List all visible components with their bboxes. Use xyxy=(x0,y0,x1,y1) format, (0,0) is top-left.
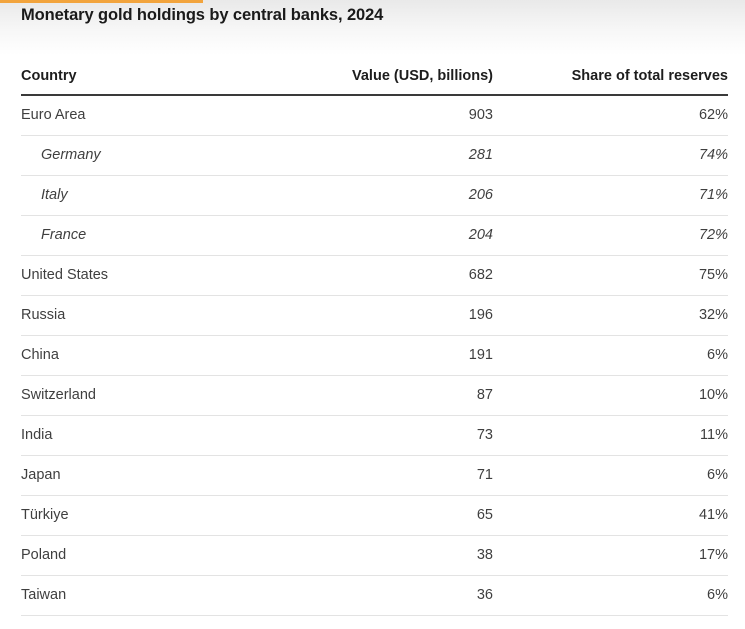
table-row: Poland 38 17% xyxy=(21,535,728,576)
table-row: Euro Area 903 62% xyxy=(21,95,728,136)
value-cell: 38 xyxy=(351,535,493,576)
value-cell: 191 xyxy=(351,335,493,376)
country-cell: Italy xyxy=(21,175,351,216)
table-row: Japan 71 6% xyxy=(21,455,728,496)
country-cell: Euro Area xyxy=(21,95,351,136)
share-cell: 41% xyxy=(493,495,728,536)
table-row: United States 682 75% xyxy=(21,255,728,296)
country-cell: India xyxy=(21,415,351,456)
table-container: Monetary gold holdings by central banks,… xyxy=(21,6,728,616)
table-body: Euro Area 903 62% Germany 281 74% Italy 206 71% F… xyxy=(21,95,728,616)
value-cell: 204 xyxy=(351,215,493,256)
country-cell: United States xyxy=(21,255,351,296)
table-row: Türkiye 65 41% xyxy=(21,495,728,536)
table-row: India 73 11% xyxy=(21,415,728,456)
country-cell: Japan xyxy=(21,455,351,496)
value-cell: 196 xyxy=(351,295,493,336)
table-header-row: Country Value (USD, billions) Share of t… xyxy=(21,68,728,96)
value-cell: 73 xyxy=(351,415,493,456)
column-header-value: Value (USD, billions) xyxy=(351,68,493,96)
accent-bar xyxy=(0,0,203,3)
share-cell: 32% xyxy=(493,295,728,336)
country-cell: Taiwan xyxy=(21,575,351,616)
table-row-sub: Germany 281 74% xyxy=(21,135,728,176)
value-cell: 71 xyxy=(351,455,493,496)
column-header-country: Country xyxy=(21,68,351,96)
share-cell: 17% xyxy=(493,535,728,576)
table-row-sub: Italy 206 71% xyxy=(21,175,728,216)
country-cell: Poland xyxy=(21,535,351,576)
share-cell: 11% xyxy=(493,415,728,456)
share-cell: 71% xyxy=(493,175,728,216)
table-row: Russia 196 32% xyxy=(21,295,728,336)
table-row-sub: France 204 72% xyxy=(21,215,728,256)
share-cell: 72% xyxy=(493,215,728,256)
share-cell: 6% xyxy=(493,575,728,616)
column-header-share: Share of total reserves xyxy=(493,68,728,96)
country-cell: China xyxy=(21,335,351,376)
table-row: China 191 6% xyxy=(21,335,728,376)
table-header: Country Value (USD, billions) Share of t… xyxy=(21,68,728,96)
value-cell: 903 xyxy=(351,95,493,136)
country-cell: France xyxy=(21,215,351,256)
value-cell: 87 xyxy=(351,375,493,416)
value-cell: 36 xyxy=(351,575,493,616)
page-title: Monetary gold holdings by central banks,… xyxy=(21,6,384,24)
share-cell: 6% xyxy=(493,455,728,496)
gold-holdings-table: Country Value (USD, billions) Share of t… xyxy=(21,68,728,616)
country-cell: Switzerland xyxy=(21,375,351,416)
value-cell: 682 xyxy=(351,255,493,296)
share-cell: 74% xyxy=(493,135,728,176)
country-cell: Germany xyxy=(21,135,351,176)
share-cell: 62% xyxy=(493,95,728,136)
share-cell: 75% xyxy=(493,255,728,296)
value-cell: 65 xyxy=(351,495,493,536)
table-row: Switzerland 87 10% xyxy=(21,375,728,416)
share-cell: 10% xyxy=(493,375,728,416)
value-cell: 281 xyxy=(351,135,493,176)
country-cell: Türkiye xyxy=(21,495,351,536)
table-row: Taiwan 36 6% xyxy=(21,575,728,616)
value-cell: 206 xyxy=(351,175,493,216)
country-cell: Russia xyxy=(21,295,351,336)
share-cell: 6% xyxy=(493,335,728,376)
